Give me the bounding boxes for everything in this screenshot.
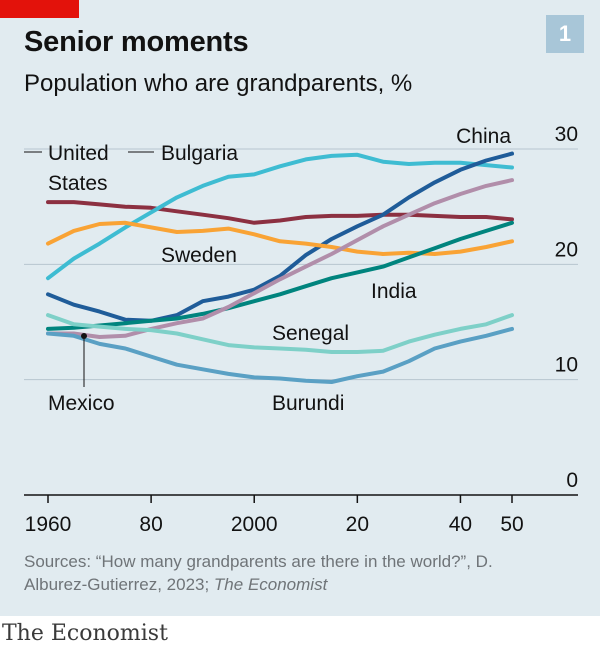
y-axis-labels: 0 10 20 30: [555, 123, 578, 492]
series-line-united-states: [46, 200, 514, 225]
chart-number-badge: 1: [546, 15, 584, 53]
x-tick-label-2020: 20: [346, 513, 369, 536]
chart-subtitle: Population who are grandparents, %: [24, 70, 413, 97]
series-lines: [46, 151, 514, 384]
series-line-mexico: [46, 178, 514, 339]
series-label-sweden: Sweden: [161, 244, 237, 267]
source-note: Sources: “How many grandparents are ther…: [24, 550, 494, 596]
brand-red-tab: [0, 0, 79, 18]
series-line-bulgaria: [46, 152, 514, 281]
y-tick-label-30: 30: [555, 123, 578, 146]
source-publication: The Economist: [213, 575, 328, 594]
series-line-sweden: [46, 220, 514, 256]
x-tick-label-1960: 1960: [25, 513, 72, 536]
x-tick-label-2050: 50: [500, 513, 523, 536]
series-label-mexico: Mexico: [48, 392, 115, 415]
series-label-united: United: [48, 142, 109, 165]
series-line-india: [46, 220, 514, 331]
y-tick-label-20: 20: [555, 238, 578, 261]
mexico-leader-dot: [81, 333, 87, 339]
y-tick-label-10: 10: [555, 354, 578, 377]
series-label-bulgaria: Bulgaria: [161, 142, 238, 165]
series-line-burundi: [46, 326, 514, 384]
series-label-burundi: Burundi: [272, 392, 344, 415]
series-line-china: [46, 151, 514, 323]
x-tick-label-1980: 80: [139, 513, 162, 536]
publisher-logo: The Economist: [2, 621, 168, 646]
x-axis: 1960 80 2000 20 40 50: [24, 494, 578, 536]
line-chart: 1960 80 2000 20 40 50 0 10 20 30 United States Bul…: [24, 123, 578, 536]
series-labels: United States Bulgaria China Sweden India Sene…: [24, 125, 511, 415]
x-tick-label-2000: 2000: [231, 513, 278, 536]
series-line-senegal: [46, 313, 514, 354]
chart-panel: [0, 0, 600, 616]
y-tick-label-0: 0: [566, 469, 578, 492]
series-label-india: India: [371, 280, 417, 303]
series-label-states: States: [48, 172, 108, 195]
source-text: Sources: “How many grandparents are ther…: [24, 552, 493, 594]
series-label-senegal: Senegal: [272, 322, 349, 345]
chart-title: Senior moments: [24, 26, 249, 58]
series-label-china: China: [456, 125, 511, 148]
x-tick-label-2040: 40: [449, 513, 472, 536]
